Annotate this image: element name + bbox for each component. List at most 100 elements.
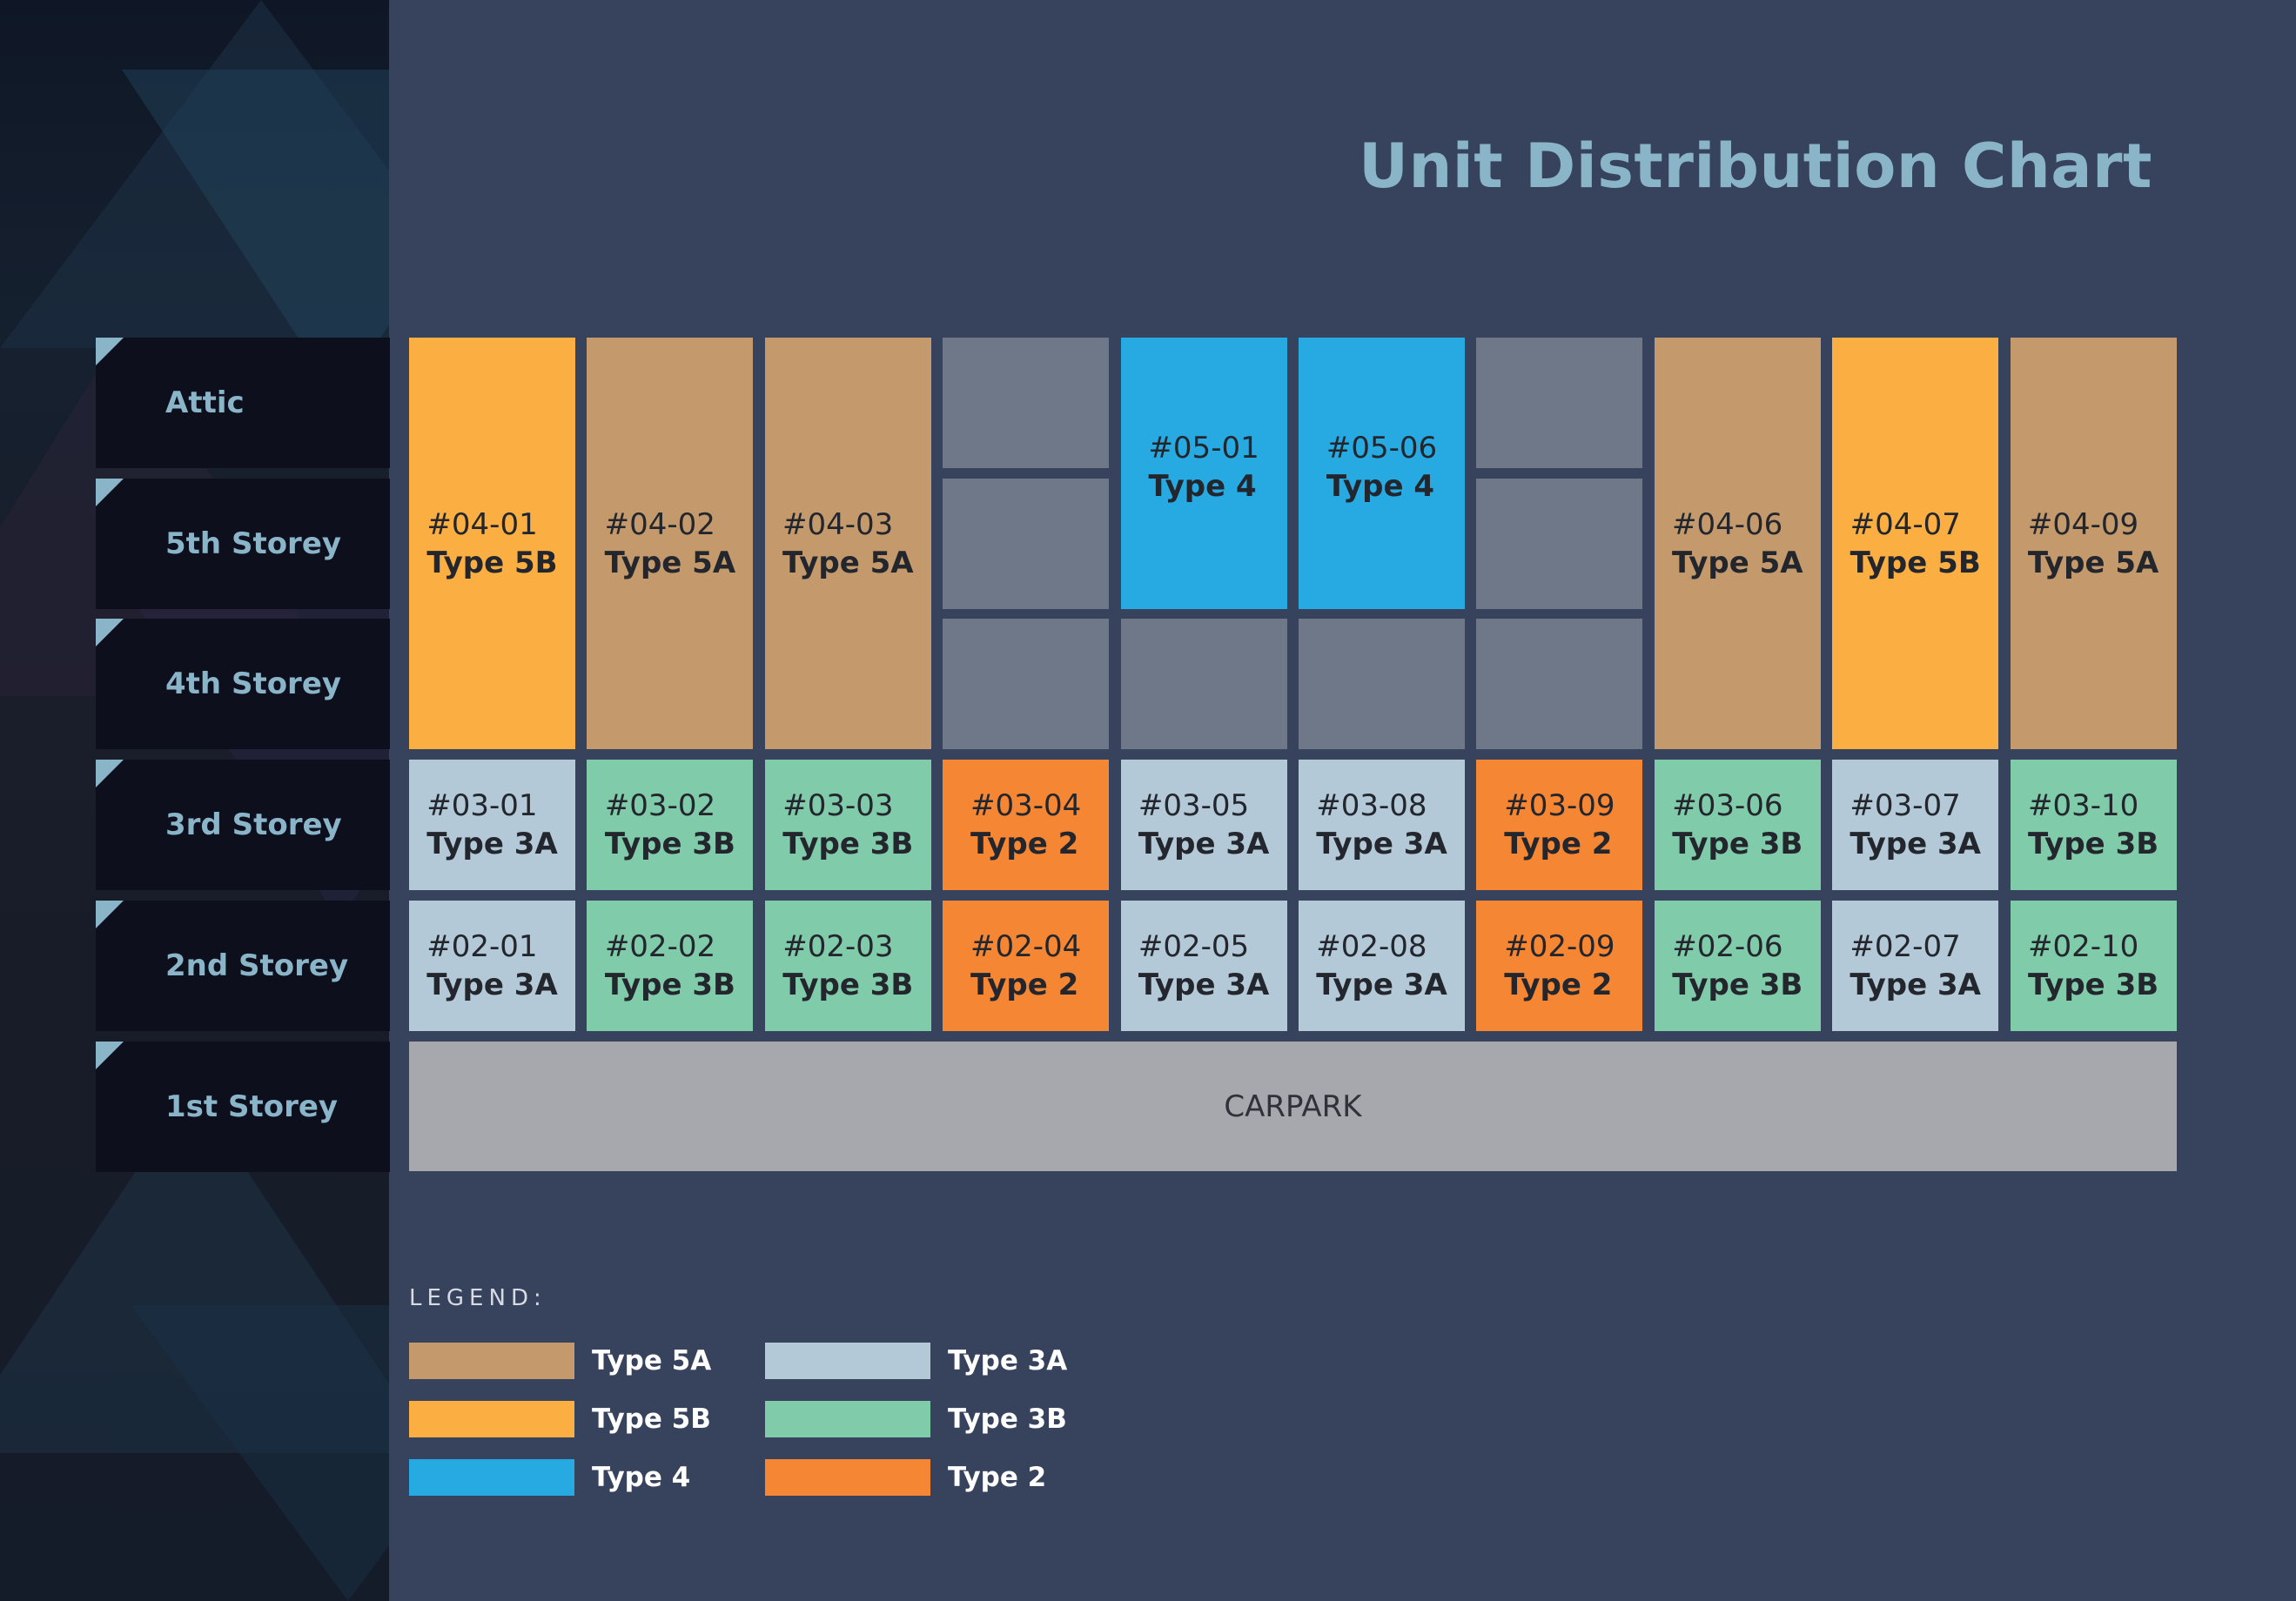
unit-block: #03-03 Type 3B: [764, 760, 931, 890]
unit-type: Type 5A: [782, 545, 914, 580]
legend-item: Type 5B: [409, 1401, 711, 1437]
unit-type: Type 5B: [1850, 545, 1981, 580]
legend-swatch: [765, 1401, 930, 1437]
decor-triangle: [0, 0, 389, 348]
unit-labels: #05-06 Type 4: [1326, 429, 1437, 506]
legend-swatch: [409, 1343, 574, 1379]
unit-number: #04-09: [2027, 506, 2139, 542]
unit-labels: #02-04 Type 2: [970, 928, 1081, 1004]
unit-block: #02-09 Type 2: [1476, 901, 1643, 1031]
unit-number: #03-06: [1672, 788, 1783, 823]
corner-marker: [96, 619, 124, 646]
floor-label-text: Attic: [165, 385, 245, 420]
unit-type: Type 2: [970, 968, 1079, 1002]
unit-number: #03-03: [782, 788, 894, 823]
corner-marker: [96, 479, 124, 506]
unit-block: #04-02 Type 5A: [587, 338, 754, 749]
unit-block: #02-02 Type 3B: [587, 901, 754, 1031]
unit-type: Type 3A: [1138, 827, 1270, 861]
floor-label-text: 4th Storey: [165, 667, 342, 701]
unit-type: Type 3B: [2028, 827, 2159, 861]
unit-number: #05-01: [1148, 431, 1259, 466]
legend-item: Type 5A: [409, 1343, 711, 1379]
unit-block: #02-10 Type 3B: [2010, 901, 2177, 1031]
legend-item: Type 3B: [765, 1401, 1067, 1437]
floor-label: Attic: [96, 338, 390, 468]
unit-labels: #03-05 Type 3A: [1138, 787, 1270, 863]
unit-block: #02-06 Type 3B: [1654, 901, 1821, 1031]
unit-block: #03-08 Type 3A: [1299, 760, 1465, 890]
unit-type: Type 3A: [1850, 827, 1981, 861]
unit-labels: #03-03 Type 3B: [782, 787, 913, 863]
unit-type: Type 4: [1148, 469, 1257, 504]
corner-marker: [96, 338, 124, 365]
unit-labels: #04-07 Type 5B: [1850, 506, 1981, 582]
unit-block: #03-09 Type 2: [1476, 760, 1643, 890]
unit-number: #02-03: [782, 929, 894, 964]
legend-label: Type 4: [592, 1462, 691, 1493]
unit-labels: #04-03 Type 5A: [782, 506, 914, 582]
floor-label-text: 3rd Storey: [165, 807, 342, 842]
unit-labels: #02-01 Type 3A: [426, 928, 558, 1004]
unit-number: #03-10: [2028, 788, 2139, 823]
unit-type: Type 3B: [782, 827, 914, 861]
unit-number: #02-07: [1850, 929, 1961, 964]
unit-type: Type 4: [1326, 469, 1435, 504]
unit-number: #03-02: [604, 788, 716, 823]
unit-labels: #02-06 Type 3B: [1672, 928, 1803, 1004]
unit-type: Type 2: [1504, 827, 1613, 861]
floor-label-text: 1st Storey: [165, 1089, 339, 1124]
unit-number: #03-05: [1138, 788, 1250, 823]
unit-number: #02-08: [1316, 929, 1427, 964]
unit-block: #04-07 Type 5B: [1832, 338, 1999, 749]
unit-labels: #03-08 Type 3A: [1316, 787, 1447, 863]
unit-type: Type 3B: [782, 968, 914, 1002]
legend-item: Type 2: [765, 1459, 1046, 1496]
unit-number: #03-07: [1850, 788, 1961, 823]
unit-labels: #02-07 Type 3A: [1850, 928, 1981, 1004]
legend-label: Type 5B: [592, 1403, 711, 1435]
legend-swatch: [765, 1459, 930, 1496]
unit-type: Type 2: [970, 827, 1079, 861]
unit-number: #02-09: [1504, 929, 1615, 964]
unit-number: #05-06: [1326, 431, 1438, 466]
unit-labels: #05-01 Type 4: [1148, 429, 1259, 506]
unit-block: #05-01 Type 4: [1120, 338, 1287, 609]
unit-labels: #04-06 Type 5A: [1672, 506, 1803, 582]
unit-type: Type 3B: [604, 827, 735, 861]
empty-block: [943, 619, 1110, 749]
unit-block: #04-09 Type 5A: [2010, 338, 2177, 749]
unit-type: Type 5A: [1672, 545, 1803, 580]
floor-label: 4th Storey: [96, 619, 390, 749]
unit-number: #03-01: [426, 788, 538, 823]
empty-block: [1476, 338, 1643, 468]
unit-labels: #03-04 Type 2: [970, 787, 1081, 863]
unit-block: #03-06 Type 3B: [1654, 760, 1821, 890]
unit-number: #04-06: [1672, 506, 1783, 542]
unit-block: #03-04 Type 2: [943, 760, 1110, 890]
unit-labels: #03-06 Type 3B: [1672, 787, 1803, 863]
unit-block: #02-04 Type 2: [943, 901, 1110, 1031]
decor-triangle: [131, 1305, 389, 1601]
legend-label: Type 3B: [948, 1403, 1067, 1435]
legend-title: LEGEND:: [409, 1285, 547, 1311]
unit-number: #04-03: [782, 506, 894, 542]
carpark-block: CARPARK: [409, 1042, 2177, 1171]
unit-type: Type 5A: [604, 545, 736, 580]
floor-label: 1st Storey: [96, 1042, 390, 1172]
unit-type: Type 3B: [2028, 968, 2159, 1002]
unit-block: #02-01 Type 3A: [409, 901, 575, 1031]
unit-type: Type 3A: [426, 827, 558, 861]
corner-marker: [96, 1042, 124, 1069]
floor-label: 2nd Storey: [96, 901, 390, 1031]
legend-label: Type 2: [948, 1462, 1047, 1493]
unit-number: #03-09: [1504, 788, 1615, 823]
unit-block: #02-07 Type 3A: [1832, 901, 1999, 1031]
unit-block: #03-05 Type 3A: [1120, 760, 1287, 890]
unit-number: #02-01: [426, 929, 538, 964]
chart-title: Unit Distribution Chart: [1359, 131, 2152, 202]
unit-labels: #04-01 Type 5B: [426, 506, 557, 582]
unit-labels: #03-02 Type 3B: [605, 787, 735, 863]
floor-label-text: 5th Storey: [165, 526, 342, 561]
corner-marker: [96, 901, 124, 928]
